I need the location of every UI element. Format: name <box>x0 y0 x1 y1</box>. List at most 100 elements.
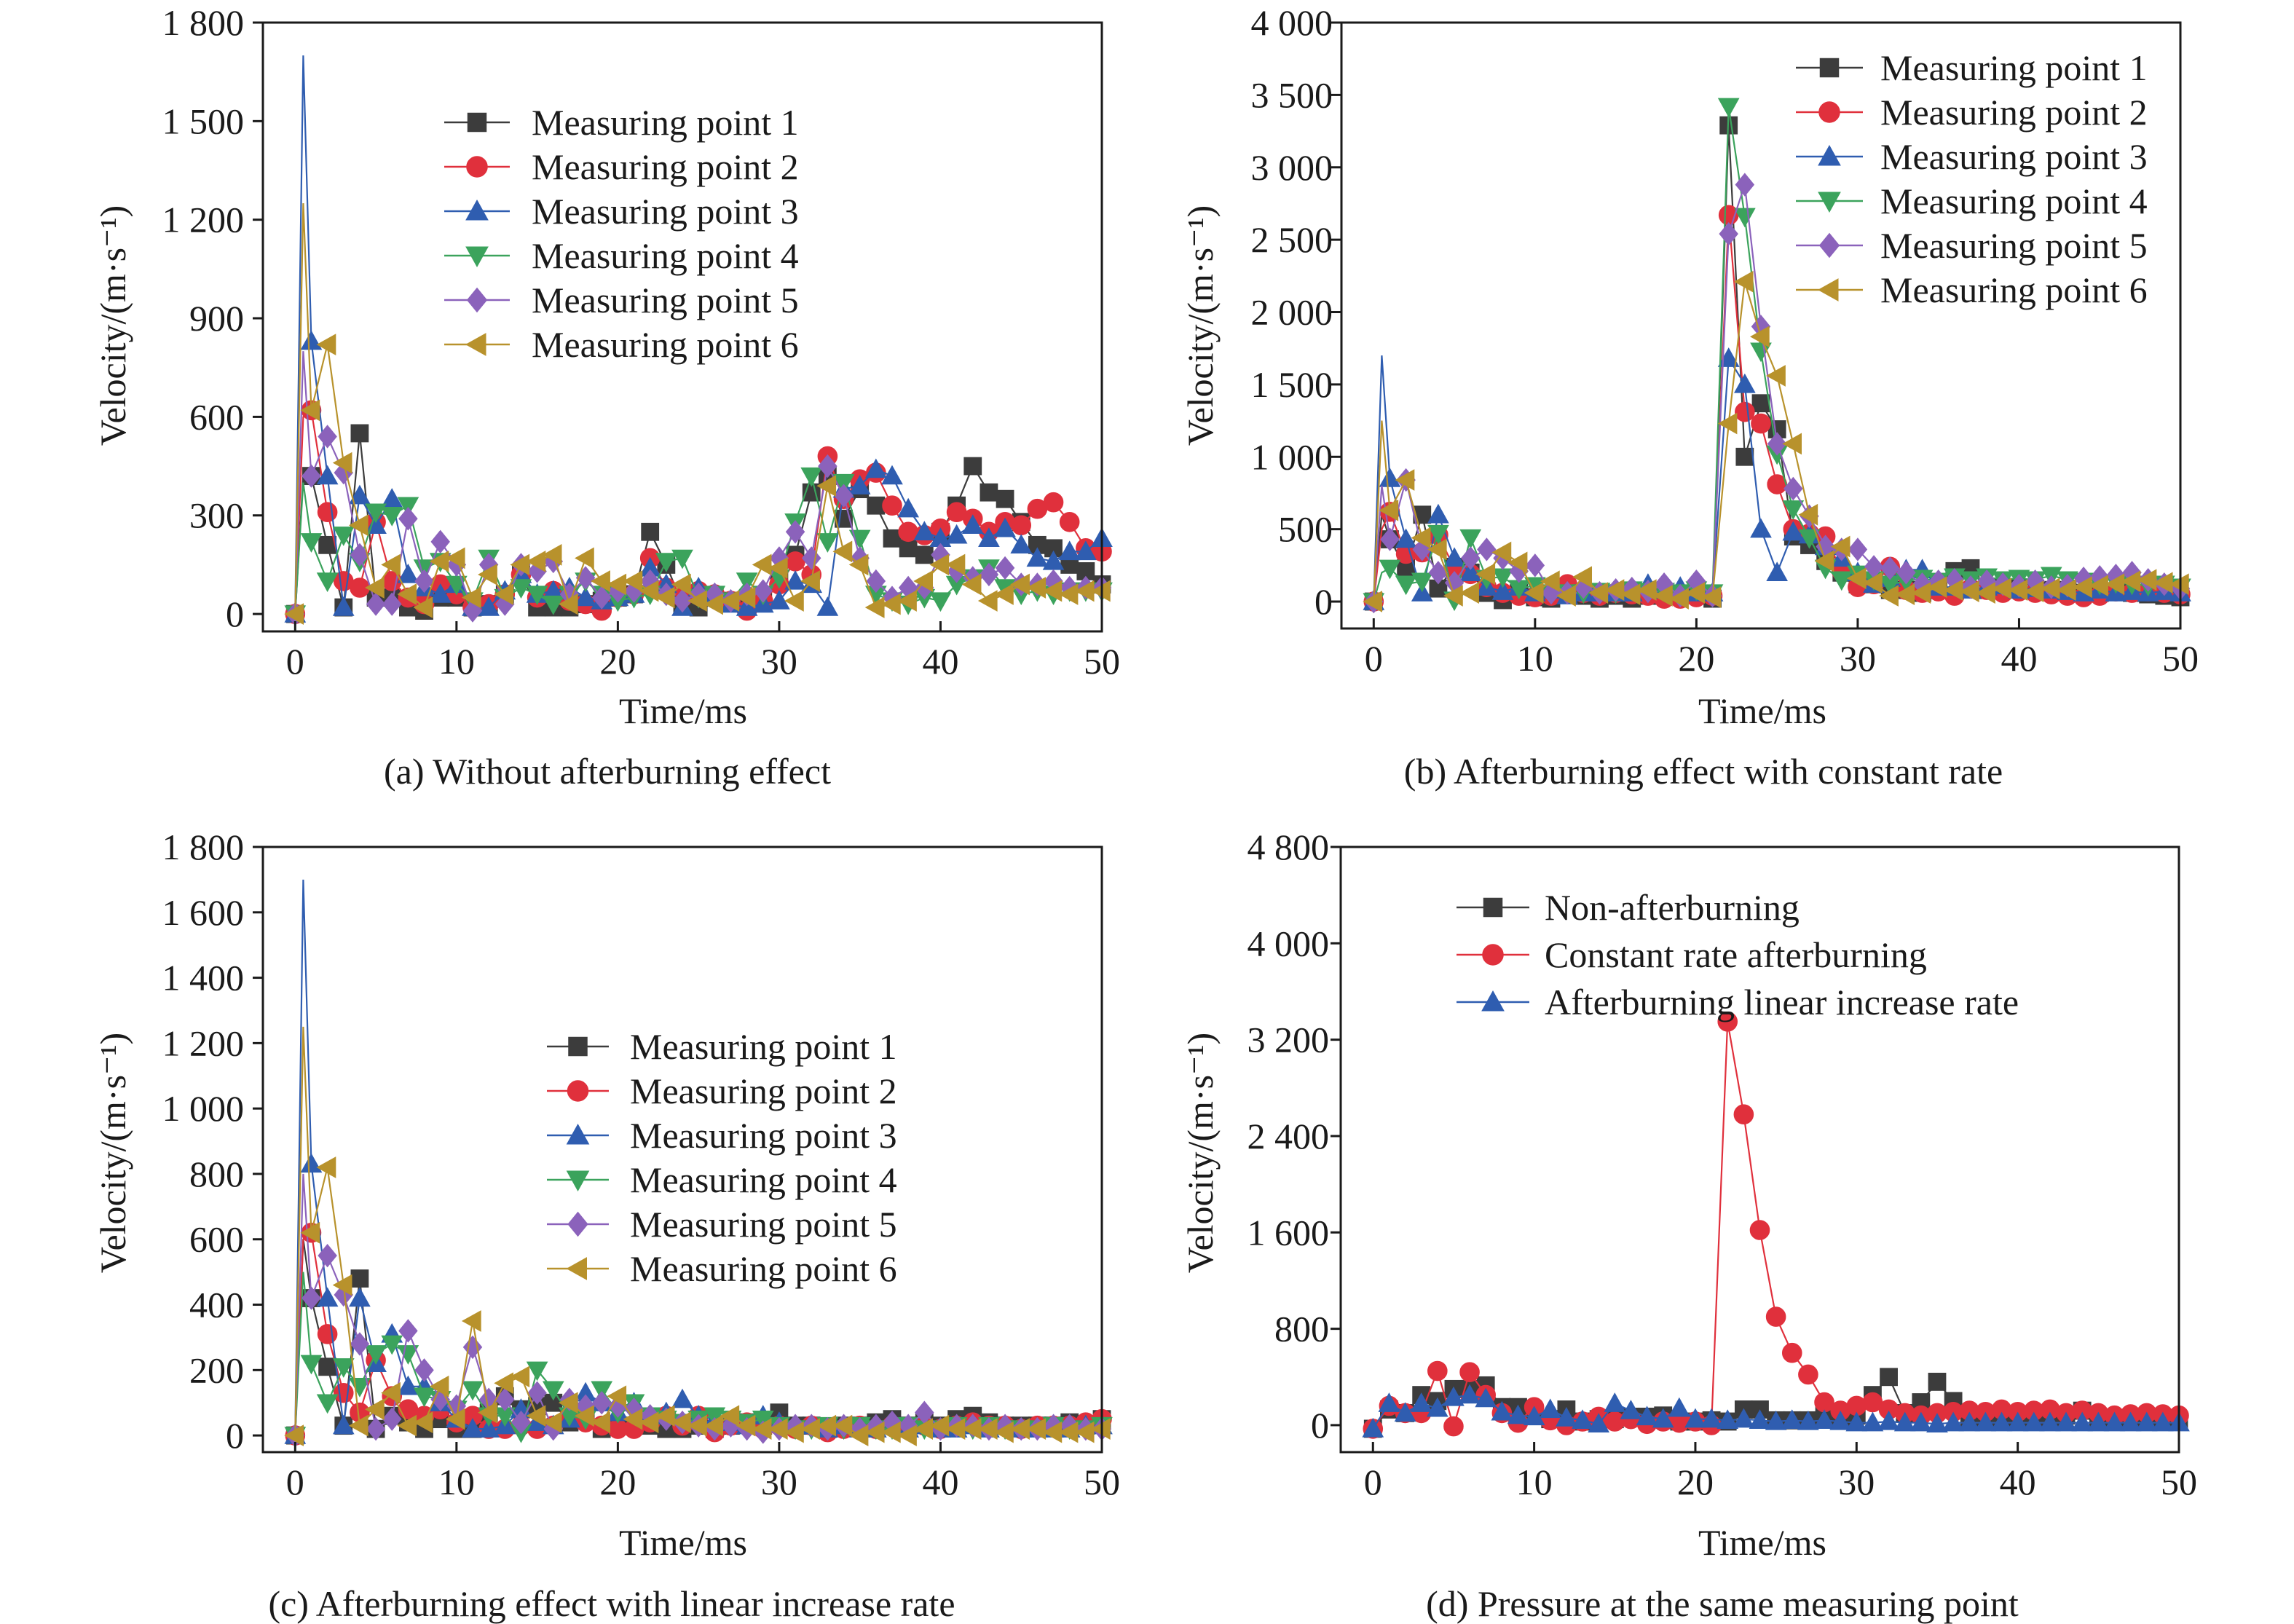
x-tick-label: 50 <box>1084 641 1120 682</box>
plot-area <box>284 879 1113 1448</box>
x-tick-label: 20 <box>1677 1462 1714 1502</box>
data-point <box>1735 447 1754 466</box>
data-point <box>913 521 936 540</box>
x-axis-title: Time/ms <box>619 690 747 731</box>
x-tick-label: 40 <box>2001 638 2037 679</box>
data-point <box>381 1381 401 1404</box>
data-point <box>317 502 338 523</box>
legend-item: Measuring point 3 <box>444 191 799 232</box>
data-point <box>703 593 724 615</box>
data-point <box>2056 579 2076 601</box>
y-tick-label: 0 <box>1311 1405 1329 1446</box>
y-tick-label: 800 <box>1274 1309 1329 1349</box>
plot-frame <box>1339 845 2180 1454</box>
data-point <box>558 593 578 615</box>
x-tick-label: 0 <box>1364 1462 1382 1502</box>
data-point <box>832 540 853 563</box>
data-point <box>1620 1400 1642 1419</box>
data-point <box>623 1408 643 1430</box>
data-point <box>365 577 385 599</box>
data-point <box>899 539 918 558</box>
y-tick-label: 1 800 <box>162 2 245 43</box>
data-point <box>1830 535 1850 558</box>
legend-label: Measuring point 2 <box>630 1071 897 1111</box>
data-point <box>462 1418 484 1438</box>
data-point <box>818 454 837 478</box>
data-point <box>318 1357 337 1376</box>
data-point <box>526 551 546 572</box>
data-point <box>2152 1411 2174 1432</box>
data-point <box>413 1411 433 1433</box>
data-point <box>1829 1410 1852 1430</box>
data-point <box>880 593 901 615</box>
data-point <box>1620 583 1641 605</box>
data-point <box>2022 1411 2045 1432</box>
data-point <box>977 590 998 612</box>
y-tick-label: 2 000 <box>1251 292 1333 333</box>
data-point <box>1974 1411 1997 1432</box>
data-point <box>1701 586 1722 608</box>
data-point <box>429 551 449 572</box>
data-point <box>1848 537 1868 561</box>
legend-marker <box>1482 944 1504 966</box>
y-tick-label: 1 000 <box>1251 436 1333 477</box>
data-point <box>1685 582 1706 604</box>
data-point <box>671 1388 693 1408</box>
data-point <box>832 473 855 494</box>
legend-label: Measuring point 5 <box>1880 225 2148 266</box>
data-point <box>1427 503 1449 524</box>
data-point <box>848 475 871 494</box>
data-point <box>510 1365 530 1388</box>
data-point <box>1719 221 1738 246</box>
data-point <box>1782 521 1805 541</box>
legend-label: Measuring point 4 <box>532 235 799 276</box>
y-tick-label: 1 200 <box>162 200 245 240</box>
data-point <box>1524 582 1544 604</box>
data-point <box>1539 1398 1561 1419</box>
data-point <box>1395 469 1415 491</box>
data-point <box>1830 571 1853 591</box>
data-point <box>639 1411 659 1433</box>
data-point <box>979 562 999 587</box>
data-point <box>768 1418 788 1440</box>
data-point <box>913 1418 934 1440</box>
series-markers-6 <box>284 334 1111 625</box>
data-point <box>883 529 902 548</box>
legend-marker <box>465 199 489 221</box>
y-tick-label: 1 200 <box>162 1022 245 1063</box>
data-point <box>1475 1387 1497 1408</box>
data-point <box>1669 588 1689 610</box>
data-point <box>1491 541 1512 564</box>
x-tick-label: 10 <box>438 641 475 682</box>
data-point <box>318 1243 337 1268</box>
data-point <box>1927 576 1947 599</box>
data-point <box>784 590 804 612</box>
data-point <box>801 546 821 570</box>
x-tick-label: 10 <box>1516 1462 1553 1502</box>
data-point <box>1813 1409 1835 1430</box>
data-point <box>365 503 387 524</box>
x-tick-label: 50 <box>1084 1462 1120 1502</box>
y-tick-label: 600 <box>189 396 244 437</box>
legend-label: Measuring point 6 <box>532 324 799 365</box>
data-point <box>1668 1397 1690 1417</box>
legend-marker <box>465 333 486 356</box>
x-axis-title: Time/ms <box>1698 690 1826 731</box>
data-point <box>1507 551 1528 574</box>
y-axis-title: Velocity/(m·s⁻¹) <box>1180 1033 1221 1273</box>
legend-label: Constant rate afterburning <box>1545 934 1927 975</box>
panel-caption: (c) Afterburning effect with linear incr… <box>268 1583 955 1624</box>
data-point <box>1751 413 1771 434</box>
data-point <box>994 583 1014 605</box>
data-point <box>332 1274 352 1296</box>
data-point <box>1893 1411 1916 1432</box>
data-point <box>1523 1406 1545 1426</box>
y-axis-title: Velocity/(m·s⁻¹) <box>92 1033 133 1273</box>
data-point <box>1717 98 1740 118</box>
data-point <box>1717 1012 1738 1032</box>
y-tick-label: 800 <box>189 1154 244 1194</box>
data-point <box>510 553 530 576</box>
legend-item: Constant rate afterburning <box>1457 934 1927 975</box>
data-point <box>736 1414 756 1437</box>
